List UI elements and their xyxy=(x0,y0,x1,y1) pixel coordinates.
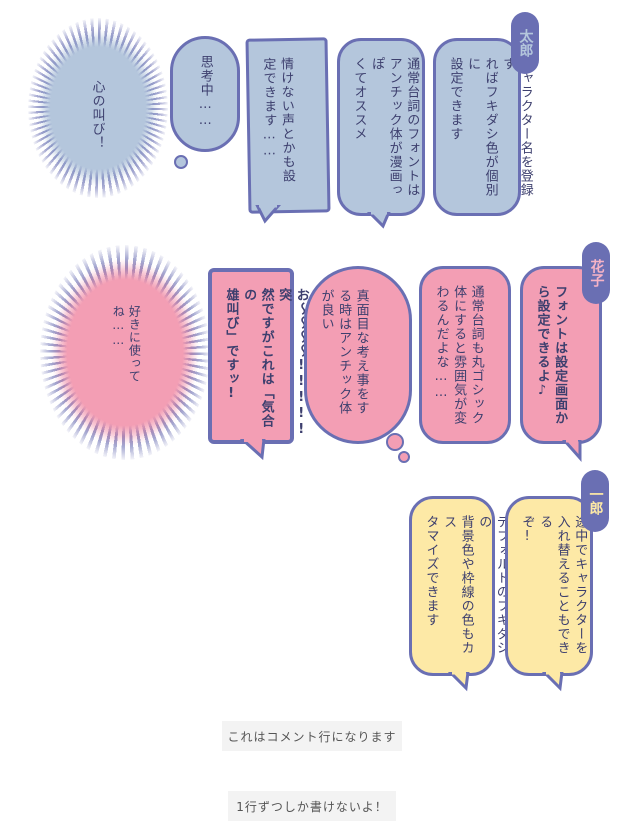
thought-bubble-taro[interactable]: 思考中…… xyxy=(170,36,240,152)
speech-tail-ichiro-1 xyxy=(448,672,470,692)
speaker-tag-taro: 太郎 xyxy=(511,12,539,74)
speech-bubble-ichiro-2[interactable]: 途中でキャラクターを 入れ替えることもできる ぞ! xyxy=(505,496,593,676)
speech-tail-taro-1 xyxy=(367,212,391,229)
speech-bubble-taro-1[interactable]: 通常台詞のフォントは アンチック体が漫画っぽ くてオススメ xyxy=(337,38,425,216)
comment-line-1[interactable]: これはコメント行になります xyxy=(222,721,402,751)
shout-burst-hanako xyxy=(40,245,210,460)
comment-text-2: 1行ずつしか書けないよ！ xyxy=(236,799,388,814)
shout-text-hanako: 好きに使って ね…… xyxy=(111,305,142,383)
speech-bubble-taro-2[interactable]: キャラクター名を登録す ればフキダシ色が個別に 設定できます xyxy=(433,38,533,216)
speech-text-ichiro-2: 途中でキャラクターを 入れ替えることもできる ぞ! xyxy=(519,515,588,655)
speech-bubble-hanako-1[interactable]: 通常台詞も丸ゴシック 体にすると雰囲気が変 わるんだよな…… xyxy=(419,266,511,444)
speech-tail-ichiro-2 xyxy=(542,672,564,692)
scream-bubble[interactable]: うおお〜〜〜〜!!!!!突 然ですがこれは「気合の 雄叫び」ですッ! xyxy=(208,268,326,444)
speech-text-hanako-1: 通常台詞も丸ゴシック 体にすると雰囲気が変 わるんだよな…… xyxy=(433,285,484,425)
comment-line-2[interactable]: 1行ずつしか書けないよ！ xyxy=(228,791,396,821)
speech-text-taro-2: キャラクター名を登録す ればフキダシ色が個別に 設定できます xyxy=(447,57,533,197)
speaker-tag-ichiro: 一郎 xyxy=(581,470,609,532)
thought-dot-hanako-2 xyxy=(398,451,410,463)
thought-text-taro: 思考中…… xyxy=(197,55,213,129)
weak-voice-text: 情けない声とかも設 定できます…… xyxy=(260,56,296,184)
speech-text-hanako-2: フォントは設定画面か ら設定できるよ♪ xyxy=(534,285,568,425)
shout-burst-taro xyxy=(28,18,168,198)
comment-text-1: これはコメント行になります xyxy=(227,729,397,744)
shout-text-taro: 心の叫び！ xyxy=(89,80,105,150)
thought-dot-hanako-1 xyxy=(386,433,404,451)
speech-bubble-ichiro-1[interactable]: デフォルトのフキダシの 背景色や枠線の色もカス タマイズできます xyxy=(409,496,509,676)
thought-text-hanako: 真面目な考え事をす る時はアンチック体 が良い xyxy=(318,289,369,415)
speech-tail-hanako-2 xyxy=(562,440,582,462)
speech-text-taro-1: 通常台詞のフォントは アンチック体が漫画っぽ くてオススメ xyxy=(351,57,420,197)
speech-text-ichiro-1: デフォルトのフキダシの 背景色や枠線の色もカス タマイズできます xyxy=(423,515,509,655)
speaker-tag-hanako: 花子 xyxy=(582,242,610,304)
thought-dot-taro xyxy=(174,155,188,169)
scream-tail xyxy=(240,439,266,461)
weak-voice-tail xyxy=(255,205,281,224)
weak-voice-bubble[interactable]: 情けない声とかも設 定できます…… xyxy=(245,37,331,214)
thought-bubble-hanako[interactable]: 真面目な考え事をす る時はアンチック体 が良い xyxy=(304,266,412,444)
